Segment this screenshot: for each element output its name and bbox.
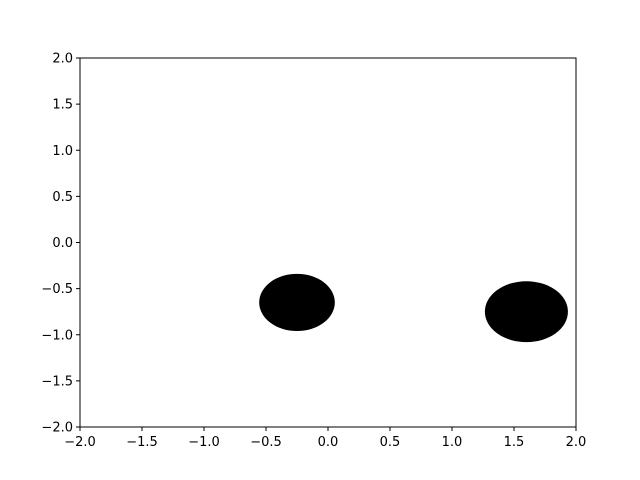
data-point-0-0 [259,273,335,332]
y-tick-label: 1.0 [52,144,73,159]
x-axis-ticks: −2.0 −1.5 −1.0 −0.5 0.0 0.5 1.0 1.5 2.0 [64,427,586,450]
plot-frame [79,57,577,428]
y-axis-ticks: 2.0 1.5 1.0 0.5 0.0 −0.5 −1.0 −1.5 −2.0 [41,52,80,436]
y-tick-label: 0.0 [52,236,73,251]
x-tick-label: −1.0 [188,435,220,450]
y-tick-label: 1.5 [52,98,73,113]
x-tick-label: 0.0 [318,435,339,450]
y-tick-label: −0.5 [41,282,73,297]
x-tick-label: −1.5 [126,435,158,450]
x-tick-label: −0.5 [250,435,282,450]
y-tick-label: 0.5 [52,190,73,205]
y-tick-label: −1.5 [41,374,73,389]
y-tick-label: −1.0 [41,328,73,343]
y-tick-label: −2.0 [41,421,73,436]
x-tick-label: 2.0 [566,435,587,450]
x-tick-label: −2.0 [64,435,96,450]
data-point-0-1 [484,281,568,343]
y-tick-label: 2.0 [52,52,73,67]
x-tick-label: 1.0 [442,435,463,450]
x-tick-label: 0.5 [380,435,401,450]
x-tick-label: 1.5 [504,435,525,450]
plot-area [80,58,576,427]
data-marks [259,273,568,343]
